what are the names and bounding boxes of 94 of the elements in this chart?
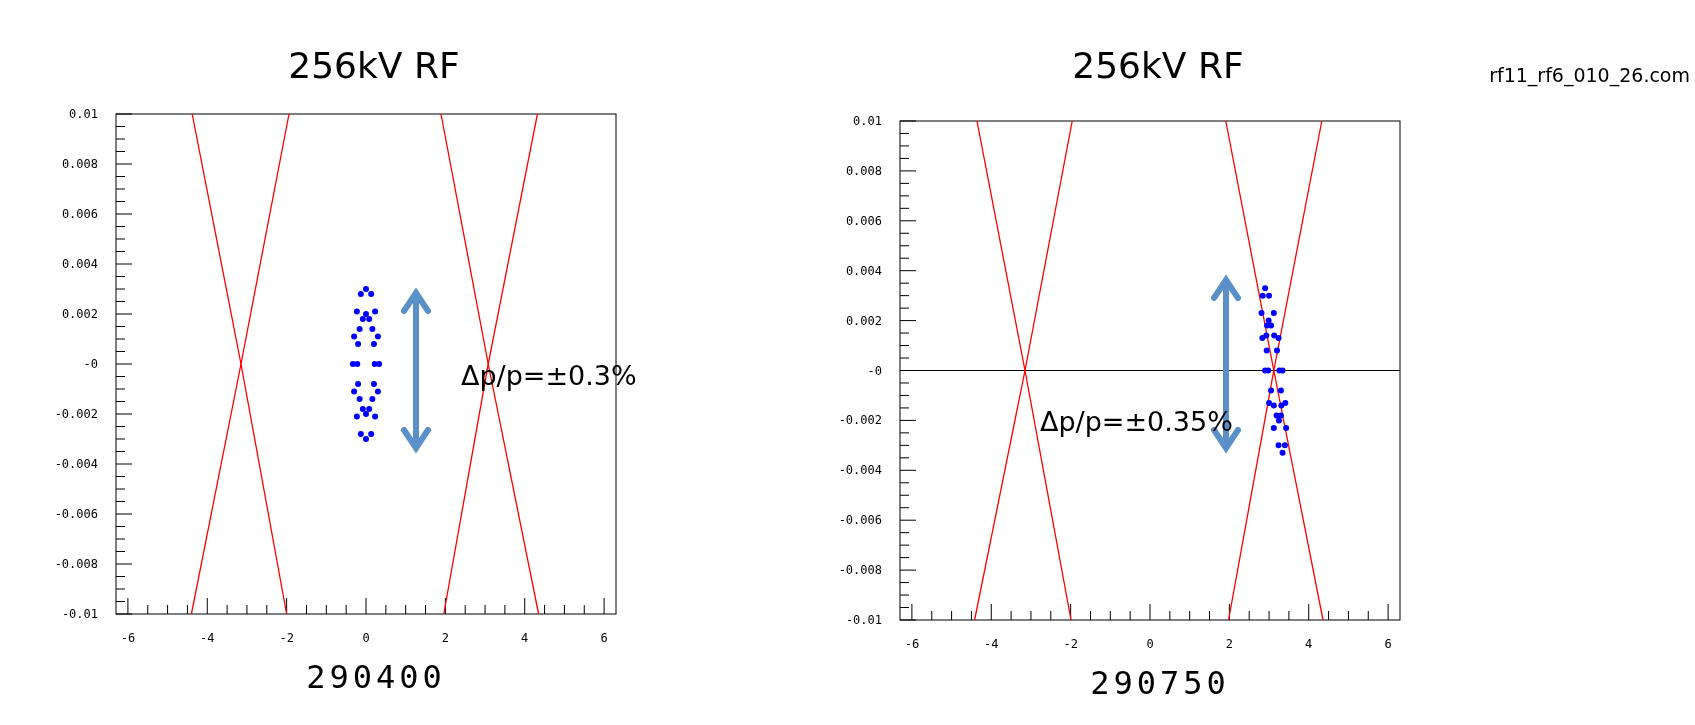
y-tick-label: -0.01 (845, 613, 882, 627)
x-tick-label: 6 (1384, 637, 1392, 651)
y-tick-label: 0.004 (61, 257, 98, 271)
point (1263, 347, 1270, 354)
y-tick-label: -0.004 (54, 457, 98, 471)
point (359, 316, 366, 322)
x-tick-label: -6 (904, 637, 920, 651)
point (355, 381, 362, 387)
y-tick-label: -0.01 (61, 607, 98, 621)
chart-title: 256kV RF (288, 45, 460, 86)
point (1273, 347, 1280, 354)
y-tick-label: -0.002 (54, 407, 98, 421)
x-tick-label: 2 (1225, 637, 1233, 651)
y-tick-label: 0.008 (61, 157, 98, 171)
x-tick-label: 4 (1305, 637, 1313, 651)
point (363, 311, 369, 317)
point (1279, 449, 1286, 456)
point (355, 341, 362, 347)
x-tick-label: -6 (120, 631, 136, 645)
point (1262, 285, 1269, 292)
point (1258, 310, 1265, 317)
point (1270, 402, 1277, 409)
point (1271, 332, 1278, 339)
x-tick-label: 4 (521, 631, 529, 645)
y-tick-label: 0.006 (845, 213, 882, 228)
point (356, 396, 363, 402)
point (1259, 292, 1266, 299)
point (369, 326, 376, 332)
y-tick-label: -0.006 (54, 507, 98, 521)
point (359, 406, 366, 412)
point (374, 388, 381, 395)
y-tick-label: 0.008 (845, 163, 882, 178)
point (1270, 424, 1277, 431)
point (369, 396, 376, 402)
point (1266, 399, 1273, 406)
point (1275, 335, 1282, 342)
point (353, 413, 360, 420)
point (353, 308, 360, 315)
y-tick-label: 0.01 (69, 107, 98, 121)
point (357, 431, 364, 437)
chart-title: 256kV RF (1072, 45, 1244, 86)
x-tick-label: 0 (362, 631, 370, 645)
point (1268, 387, 1275, 394)
point (1281, 442, 1288, 449)
y-tick-label: -0 (83, 357, 98, 371)
point (363, 286, 369, 292)
point (1265, 317, 1272, 324)
y-tick-label: -0.006 (838, 513, 882, 528)
point (1278, 402, 1285, 409)
point (351, 388, 358, 395)
y-tick-label: 0.002 (845, 313, 882, 328)
point (1275, 417, 1282, 424)
x-tick-label: -4 (984, 637, 999, 651)
point (1270, 310, 1277, 317)
point (366, 406, 373, 412)
y-tick-label: 0.01 (853, 114, 882, 128)
x-tick-label: 2 (441, 631, 449, 645)
point (354, 361, 361, 367)
y-tick-label: -0 (867, 363, 882, 378)
point (366, 316, 373, 322)
point (368, 291, 375, 297)
point (363, 436, 369, 442)
y-tick-label: 0.006 (61, 207, 98, 221)
point (363, 411, 369, 417)
point (374, 333, 381, 340)
point (1266, 292, 1273, 299)
point (356, 326, 363, 332)
point (370, 341, 377, 347)
point (372, 308, 379, 315)
point (370, 381, 377, 387)
text: rf11_rf6_010_26.com (1489, 64, 1690, 87)
y-tick-label: 0.004 (845, 263, 882, 278)
x-tick-label: -4 (200, 631, 215, 645)
point (1283, 424, 1290, 431)
point (372, 413, 379, 420)
point (357, 291, 364, 297)
x-axis-title: 290400 (306, 658, 446, 696)
x-tick-label: -2 (1063, 637, 1078, 651)
point (1277, 412, 1284, 419)
y-tick-label: -0.004 (838, 463, 882, 478)
point (1263, 332, 1270, 339)
y-tick-label: 0.002 (61, 307, 98, 321)
point (368, 431, 375, 437)
y-tick-label: -0.008 (838, 563, 882, 578)
y-tick-label: -0.008 (54, 557, 98, 571)
x-tick-label: 0 (1146, 637, 1154, 651)
point (1277, 387, 1284, 394)
point (351, 333, 358, 340)
x-axis-title: 290750 (1090, 664, 1230, 702)
point (1275, 442, 1282, 449)
y-tick-label: -0.002 (838, 413, 882, 428)
point (371, 361, 378, 367)
x-tick-label: 6 (600, 631, 608, 645)
x-tick-label: -2 (279, 631, 294, 645)
